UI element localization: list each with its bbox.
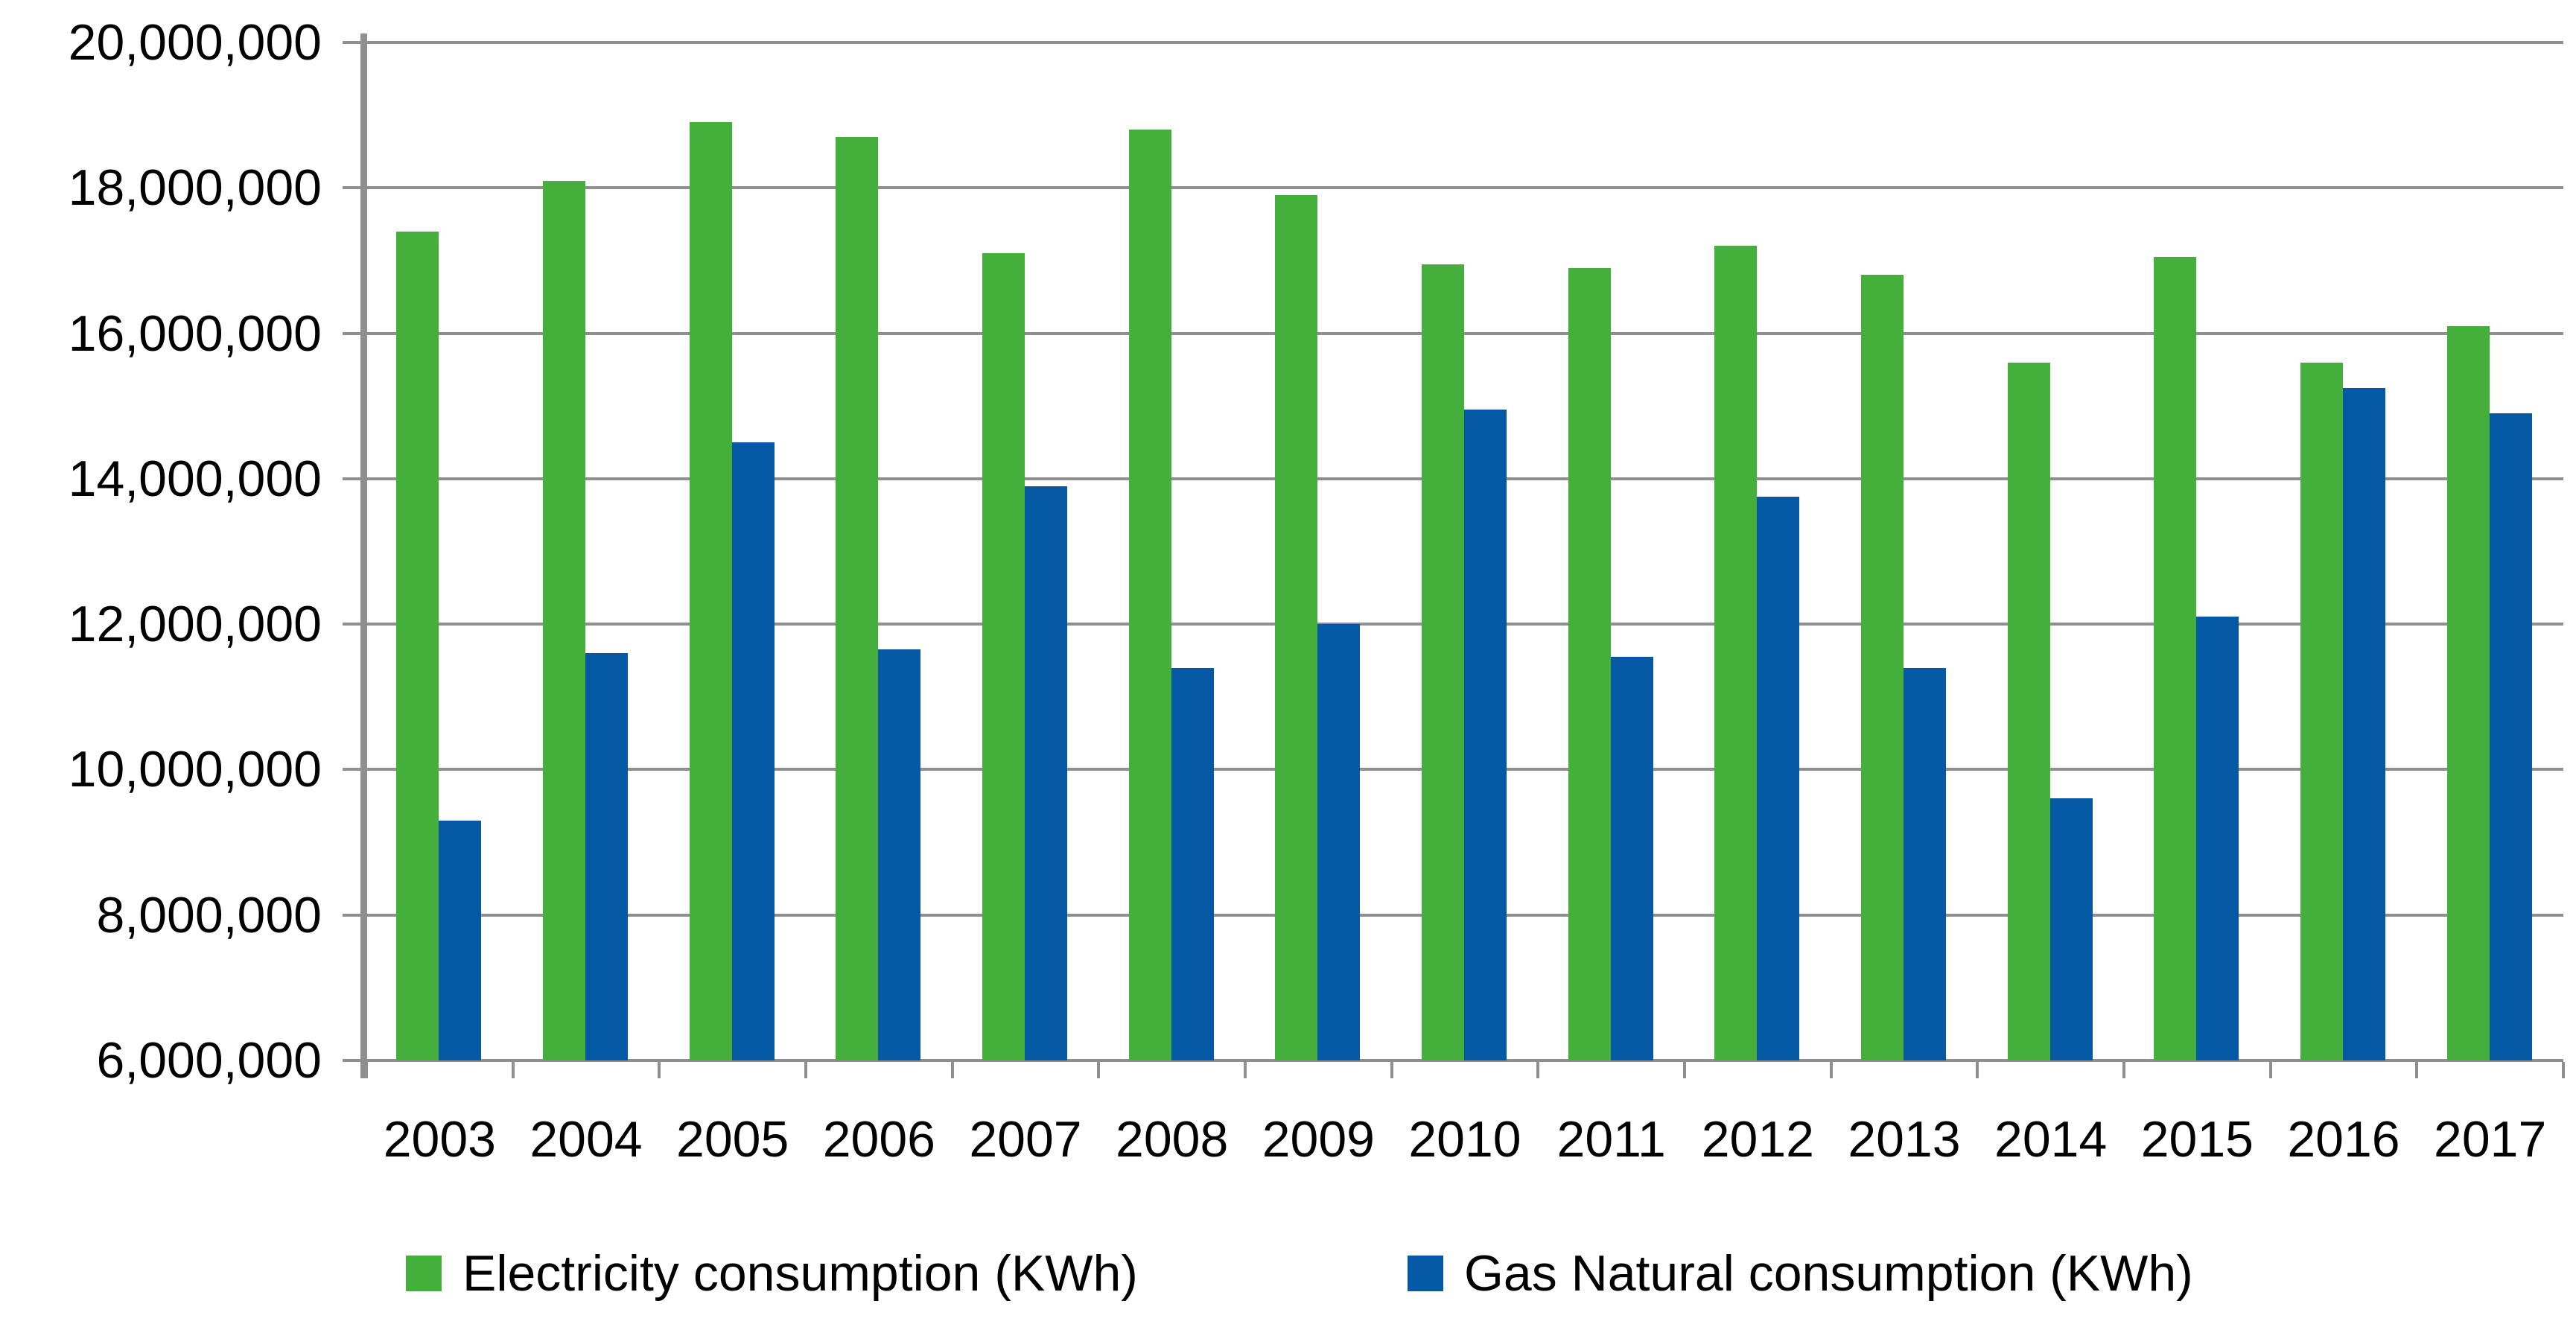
legend: Electricity consumption (KWh) Gas Natura… (0, 1241, 2576, 1306)
bar-electricity-2017 (2446, 325, 2490, 1060)
bar-gas-2008 (1171, 667, 1214, 1060)
y-axis-label: 6,000,000 (96, 1032, 322, 1089)
bar-electricity-2003 (396, 231, 439, 1060)
bar-gas-2015 (2196, 617, 2239, 1060)
x-axis-tick (2122, 1062, 2125, 1078)
x-axis-label: 2005 (676, 1111, 789, 1168)
gridline (366, 41, 2563, 44)
x-axis-label: 2016 (2287, 1111, 2400, 1168)
y-axis-label: 18,000,000 (68, 159, 322, 217)
legend-item-electricity: Electricity consumption (KWh) (406, 1241, 1138, 1306)
bar-electricity-2013 (1860, 275, 1904, 1060)
x-axis-label: 2011 (1556, 1111, 1666, 1168)
gridline (366, 186, 2563, 190)
y-axis-label: 8,000,000 (96, 886, 322, 944)
bar-gas-2016 (2343, 387, 2386, 1060)
x-axis-tick (1683, 1062, 1686, 1078)
x-axis-tick (804, 1062, 807, 1078)
x-axis-label: 2013 (1848, 1111, 1961, 1168)
x-axis-label: 2004 (529, 1111, 643, 1168)
bar-gas-2007 (1025, 486, 1068, 1060)
x-axis-label: 2008 (1116, 1111, 1229, 1168)
bar-electricity-2010 (1421, 264, 1464, 1060)
bar-gas-2003 (439, 820, 482, 1060)
legend-item-gas: Gas Natural consumption (KWh) (1408, 1241, 2193, 1306)
y-axis-label: 14,000,000 (68, 450, 322, 507)
y-axis-tick (343, 913, 366, 917)
bar-gas-2006 (878, 649, 921, 1060)
bar-gas-2009 (1317, 624, 1361, 1060)
bar-gas-2011 (1610, 657, 1653, 1060)
x-axis-tick (511, 1062, 515, 1078)
x-axis-label: 2015 (2140, 1111, 2254, 1168)
x-axis-tick (1536, 1062, 1540, 1078)
bar-gas-2012 (1757, 497, 1800, 1060)
x-axis-label: 2003 (383, 1111, 496, 1168)
y-axis-tick (343, 477, 366, 480)
x-axis-tick (2415, 1062, 2419, 1078)
bar-electricity-2016 (2300, 362, 2343, 1060)
bar-electricity-2015 (2154, 257, 2197, 1060)
x-axis-tick (1829, 1062, 1833, 1078)
y-axis-line (360, 34, 367, 1078)
bar-electricity-2008 (1128, 130, 1171, 1060)
y-axis-tick (343, 186, 366, 190)
y-axis-label: 10,000,000 (68, 741, 322, 798)
electricity-legend-label: Electricity consumption (KWh) (462, 1245, 1138, 1302)
x-axis-label: 2009 (1262, 1111, 1375, 1168)
bar-gas-2013 (1904, 667, 1947, 1060)
y-axis-label: 12,000,000 (68, 596, 322, 653)
bar-electricity-2005 (689, 122, 732, 1060)
x-axis-tick (365, 1062, 368, 1078)
y-axis-tick (343, 41, 366, 44)
bar-gas-2004 (585, 653, 629, 1060)
electricity-legend-swatch (406, 1256, 442, 1291)
bar-gas-2017 (2489, 413, 2532, 1060)
y-axis-label: 16,000,000 (68, 305, 322, 362)
bar-electricity-2014 (2007, 362, 2050, 1060)
x-axis-tick (1390, 1062, 1393, 1078)
x-axis-label: 2014 (1994, 1111, 2108, 1168)
gridline (366, 1059, 2563, 1062)
x-axis-label: 2017 (2434, 1111, 2547, 1168)
gridline (366, 331, 2563, 335)
bar-gas-2014 (2049, 798, 2093, 1060)
x-axis-tick (2268, 1062, 2272, 1078)
x-axis-tick (950, 1062, 954, 1078)
gas-legend-label: Gas Natural consumption (KWh) (1464, 1245, 2193, 1302)
x-axis-tick (1097, 1062, 1101, 1078)
y-axis-tick (343, 768, 366, 771)
x-axis-label: 2012 (1701, 1111, 1814, 1168)
x-axis-label: 2007 (969, 1111, 1082, 1168)
x-axis-tick (658, 1062, 661, 1078)
bar-gas-2010 (1464, 410, 1507, 1060)
bar-electricity-2012 (1714, 246, 1758, 1060)
bar-gas-2005 (731, 442, 775, 1060)
y-axis-tick (343, 1059, 366, 1062)
y-axis-tick (343, 623, 366, 626)
y-axis-label: 20,000,000 (68, 14, 322, 71)
bar-electricity-2004 (542, 180, 585, 1060)
gas-legend-swatch (1408, 1256, 1443, 1291)
bar-electricity-2009 (1275, 195, 1318, 1060)
x-axis-tick (1244, 1062, 1247, 1078)
bar-electricity-2006 (836, 136, 879, 1060)
y-axis-tick (343, 331, 366, 335)
x-axis-label: 2010 (1408, 1111, 1521, 1168)
x-axis-tick (1976, 1062, 1979, 1078)
bar-electricity-2007 (982, 253, 1025, 1060)
x-axis-label: 2006 (822, 1111, 935, 1168)
x-axis-tick (2562, 1062, 2565, 1078)
bar-electricity-2011 (1568, 267, 1611, 1060)
